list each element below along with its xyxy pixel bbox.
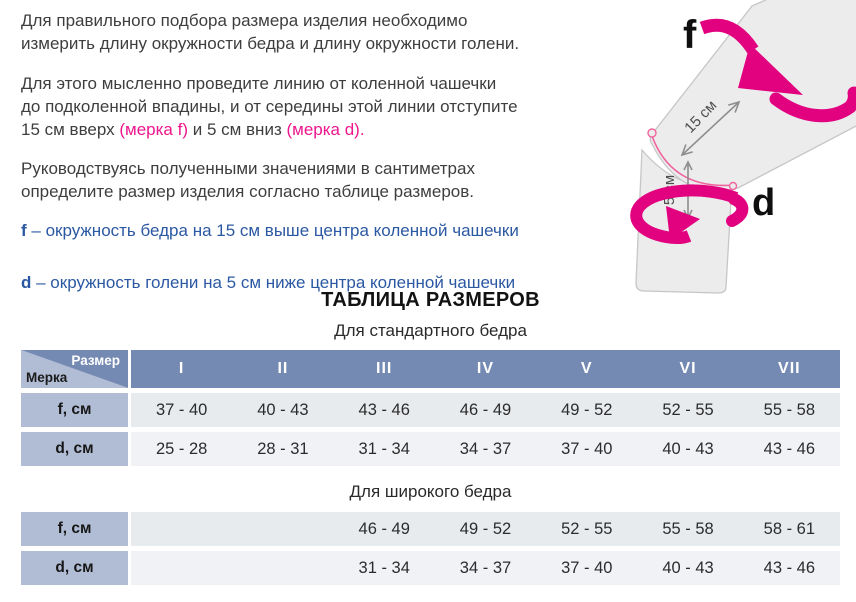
- row-values: 37 - 40 40 - 43 43 - 46 46 - 49 49 - 52 52 - …: [131, 393, 840, 427]
- intro-line: Руководствуясь полученными значениями в …: [21, 159, 475, 178]
- size-cell: 40 - 43: [662, 439, 714, 458]
- size-cell: 37 - 40: [155, 400, 208, 419]
- row-label: d, см: [21, 551, 128, 585]
- intro-text-block: Для правильного подбора размера изделия …: [21, 9, 601, 294]
- size-cell: 55 - 58: [763, 400, 816, 419]
- size-cell: 58 - 61: [763, 519, 816, 538]
- table-row: f, см 37 - 40 40 - 43 43 - 46 46 - 49 49 - 52…: [21, 393, 840, 427]
- column-header-iv: IV: [476, 360, 495, 377]
- size-tables-section: ТАБЛИЦА РАЗМЕРОВ Для стандартного бедра Ра…: [21, 289, 840, 585]
- size-cell: [131, 512, 232, 546]
- table-row: f, см 46 - 49 49 - 52 52 - 55 55 - 58 58 - 61: [21, 512, 840, 546]
- figure-label-f: f: [683, 13, 697, 57]
- size-cell: 52 - 55: [561, 519, 613, 538]
- intro-paragraph-3: Руководствуясь полученными значениями в …: [21, 157, 601, 203]
- size-table-subtitle: Для стандартного бедра: [334, 321, 527, 340]
- intro-line: измерить длину окружности бедра и длину …: [21, 34, 520, 53]
- size-cell: 43 - 46: [763, 558, 816, 577]
- size-cell: 46 - 49: [358, 519, 410, 538]
- calf-measure-arrow: [630, 184, 749, 245]
- header-corner-cell: Размер Мерка: [21, 350, 128, 388]
- corner-label-size: Размер: [71, 353, 120, 368]
- mark-d-text: (мерка d).: [286, 120, 365, 139]
- size-cell: 52 - 55: [662, 400, 714, 419]
- size-cell: 25 - 28: [155, 439, 208, 458]
- size-cell: [232, 512, 333, 546]
- column-header-i: I: [178, 360, 185, 377]
- size-cell: 46 - 49: [459, 400, 512, 419]
- definition-d-letter: d: [21, 273, 32, 292]
- row-values: 25 - 28 28 - 31 31 - 34 34 - 37 37 - 40 40 - …: [131, 432, 840, 466]
- column-header-v: V: [580, 360, 593, 377]
- table-row: d, см 31 - 34 34 - 37 37 - 40 40 - 43 43 - 46: [21, 551, 840, 585]
- size-cell: [131, 551, 232, 585]
- row-label: f, см: [21, 393, 128, 427]
- definition-f-letter: f: [21, 221, 27, 240]
- size-cell: [232, 551, 333, 585]
- size-cell: 49 - 52: [561, 400, 613, 419]
- table-row: d, см 25 - 28 28 - 31 31 - 34 34 - 37 37 - 40…: [21, 432, 840, 466]
- definition-d: d – окружность голени на 5 см ниже центр…: [21, 271, 601, 294]
- definition-f: f – окружность бедра на 15 см выше центр…: [21, 219, 601, 242]
- size-cell: 40 - 43: [257, 400, 309, 419]
- intro-line: 15 см вверх (мерка f) и 5 см вниз (мерка…: [21, 120, 365, 139]
- size-cell: 37 - 40: [561, 439, 613, 458]
- size-cell: 55 - 58: [662, 519, 714, 538]
- seam-eyelet: [647, 128, 657, 138]
- size-cell: 31 - 34: [358, 439, 410, 458]
- column-header-vi: VI: [679, 360, 697, 377]
- knee-measurement-figure: 15 см 5 см f d: [626, 0, 856, 300]
- intro-line: до подколенной впадины, и от середины эт…: [21, 97, 518, 116]
- thigh-measure-arrow: [699, 18, 856, 123]
- thigh-shape: [649, 0, 856, 192]
- size-cell: 34 - 37: [459, 558, 512, 577]
- size-table-header: Размер Мерка I II III IV V VI VII: [21, 350, 840, 388]
- knee-illustration: 15 см 5 см f d: [630, 0, 856, 294]
- intro-line: Для этого мысленно проведите линию от ко…: [21, 74, 497, 93]
- arrowhead-icon: [680, 144, 693, 157]
- column-header-vii: VII: [778, 360, 801, 377]
- header-columns: I II III IV V VI VII: [131, 350, 840, 388]
- size-cell: 43 - 46: [763, 439, 816, 458]
- intro-paragraph-1: Для правильного подбора размера изделия …: [21, 9, 601, 55]
- size-cell: 40 - 43: [662, 558, 714, 577]
- figure-label-d: d: [752, 182, 775, 224]
- definition-d-text: – окружность голени на 5 см ниже центра …: [36, 273, 516, 292]
- mark-f-text: (мерка f): [119, 120, 188, 139]
- size-cell: 31 - 34: [358, 558, 410, 577]
- row-values: 46 - 49 49 - 52 52 - 55 55 - 58 58 - 61: [131, 512, 840, 546]
- corner-label-measure: Мерка: [26, 370, 68, 385]
- dim-line-15: [681, 101, 740, 156]
- size-cell: 28 - 31: [257, 439, 309, 458]
- intro-paragraph-2: Для этого мысленно проведите линию от ко…: [21, 72, 601, 141]
- column-header-ii: II: [277, 360, 289, 377]
- size-cell: 49 - 52: [459, 519, 512, 538]
- intro-line: определите размер изделия согласно табли…: [21, 182, 474, 201]
- size-cell: 37 - 40: [561, 558, 613, 577]
- arrowhead-icon: [683, 160, 693, 171]
- intro-line: Для правильного подбора размера изделия …: [21, 11, 468, 30]
- size-cell: 34 - 37: [459, 439, 512, 458]
- definition-f-text: – окружность бедра на 15 см выше центра …: [31, 221, 519, 240]
- column-header-iii: III: [376, 360, 393, 377]
- arrowhead-icon: [728, 100, 741, 113]
- row-values: 31 - 34 34 - 37 37 - 40 40 - 43 43 - 46: [131, 551, 840, 585]
- seam-eyelet: [728, 181, 738, 191]
- row-label: d, см: [21, 432, 128, 466]
- size-table-title: ТАБЛИЦА РАЗМЕРОВ: [321, 289, 540, 311]
- kneecap-seam: [651, 135, 735, 187]
- size-cell: 43 - 46: [358, 400, 410, 419]
- size-table-subtitle: Для широкого бедра: [349, 482, 512, 501]
- row-label: f, см: [21, 512, 128, 546]
